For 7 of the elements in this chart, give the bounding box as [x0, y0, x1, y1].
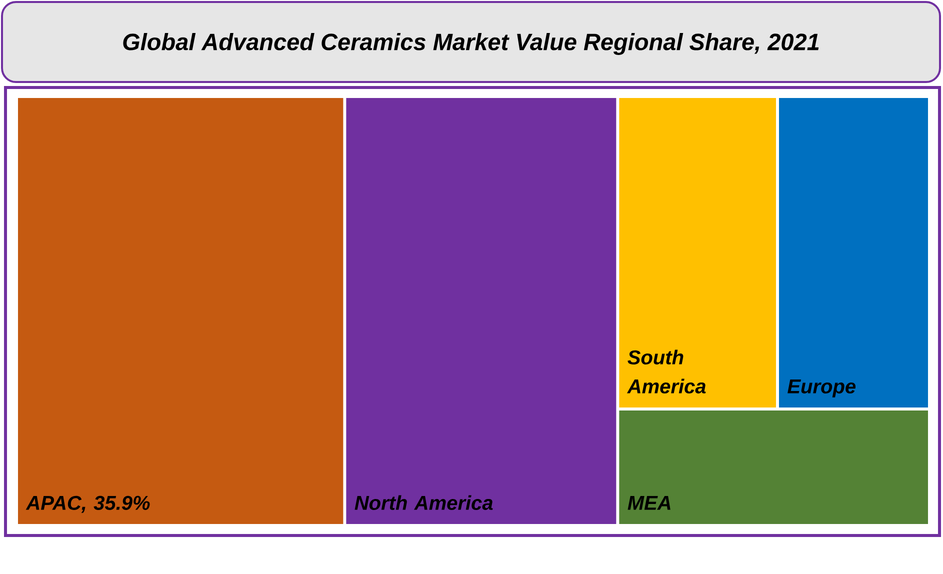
category-label: South America [626, 350, 706, 394]
category-label: North America [354, 495, 493, 510]
category-label: Europe [788, 380, 856, 398]
text: Global Advanced Ceramics Market Value Regional Share, 2021 [123, 33, 819, 55]
category-label: MEA [628, 496, 670, 510]
category-label: APAC [26, 496, 82, 510]
data-label: , 35.9% [81, 496, 150, 513]
